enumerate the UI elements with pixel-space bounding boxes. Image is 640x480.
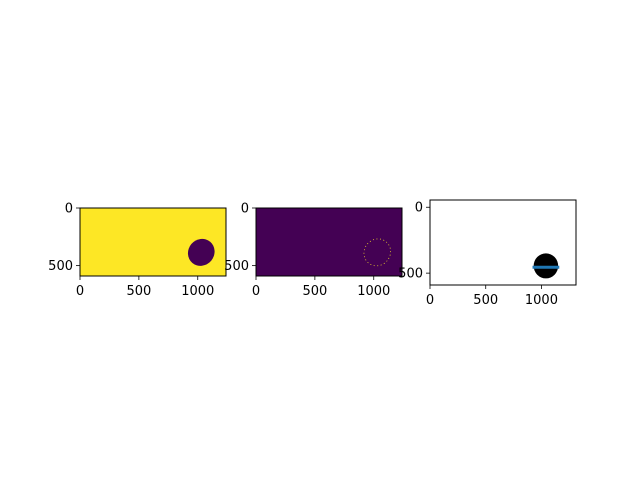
panel-3-frame — [429, 199, 577, 286]
panel-2-image-background — [256, 208, 402, 276]
panel-2-ytick-label: 0 — [241, 202, 249, 217]
panel-2-ytick-label: 500 — [224, 259, 249, 274]
panel-1-object — [187, 238, 215, 266]
panel-1-xtick-label: 0 — [76, 284, 84, 299]
panel-3-ytick-label: 0 — [415, 201, 423, 216]
panel-1-xtick-label: 500 — [126, 284, 151, 299]
panel-1-ytick-label: 0 — [65, 202, 73, 217]
panel-2-xtick-label: 500 — [302, 284, 327, 299]
panel-1-ytick-label: 500 — [48, 259, 73, 274]
panel-2-xtick-label: 1000 — [357, 284, 390, 299]
panel-1-frame — [79, 207, 227, 277]
panel-3-ytick-label: 500 — [398, 267, 423, 282]
panel-2-xtick-label: 0 — [252, 284, 260, 299]
panel-3-xtick-label: 1000 — [525, 293, 558, 308]
panel-3-xtick-label: 500 — [473, 293, 498, 308]
panel-2-frame — [255, 207, 403, 277]
panel-1-xtick-label: 1000 — [181, 284, 214, 299]
panel-3-xtick-label: 0 — [426, 293, 434, 308]
